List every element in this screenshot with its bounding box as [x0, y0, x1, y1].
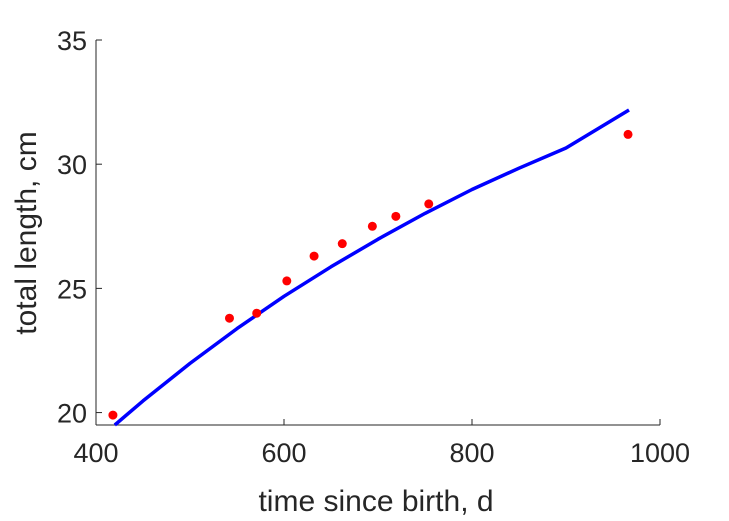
- plot-area: 400 600 800 1000 20 25 30 35: [57, 26, 690, 468]
- x-axis-title: time since birth, d: [258, 485, 493, 518]
- data-point: [282, 276, 292, 286]
- y-tick-label: 30: [57, 150, 87, 180]
- data-point: [391, 211, 401, 221]
- data-point: [252, 308, 262, 318]
- x-tick-label: 1000: [630, 438, 690, 468]
- x-tick-label: 600: [261, 438, 306, 468]
- x-tick-label: 800: [449, 438, 494, 468]
- data-point: [424, 199, 434, 209]
- data-point: [108, 410, 118, 420]
- y-axis-title: total length, cm: [10, 131, 43, 334]
- y-tick-label: 35: [57, 26, 87, 56]
- data-point: [309, 251, 319, 261]
- x-tick-label: 400: [73, 438, 118, 468]
- data-point: [337, 239, 347, 249]
- y-tick-label: 20: [57, 399, 87, 429]
- data-point: [623, 129, 633, 139]
- data-point: [224, 313, 234, 323]
- fit-curve: [113, 108, 630, 427]
- data-point: [367, 221, 377, 231]
- y-tick-label: 25: [57, 274, 87, 304]
